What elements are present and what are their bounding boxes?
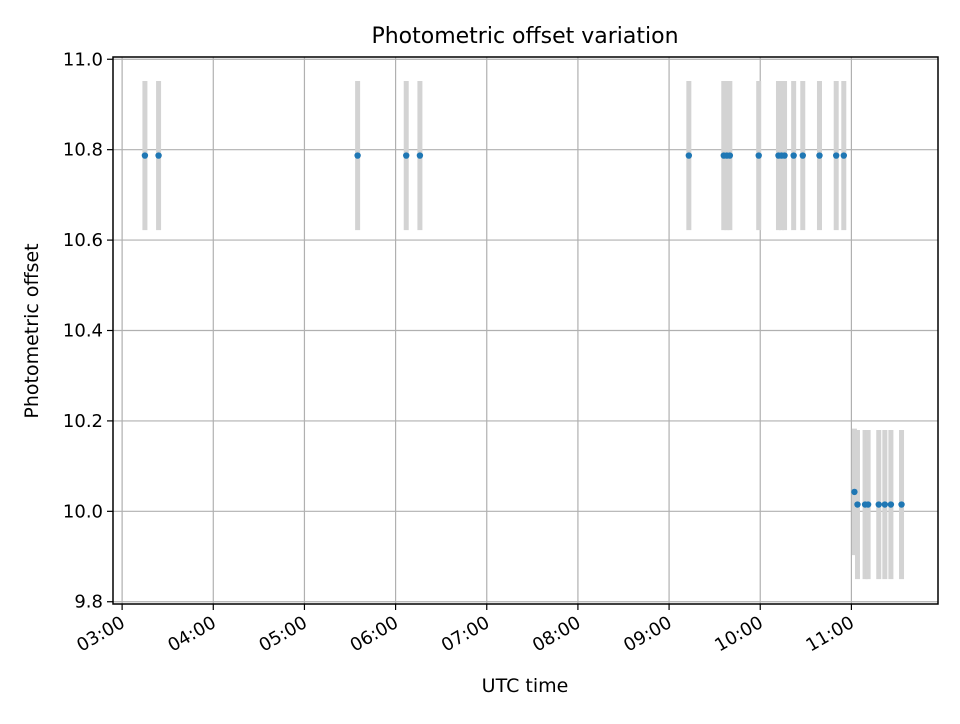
y-tick-label: 10.6 [63,230,103,251]
data-point [403,152,410,159]
x-tick-label: 09:00 [620,612,675,656]
x-tick-label: 07:00 [438,612,493,656]
y-tick-label: 10.0 [63,501,103,522]
data-point [726,152,734,159]
x-tick-label: 05:00 [256,612,311,656]
data-point [155,152,162,159]
y-tick-label: 10.4 [63,321,103,342]
data-points [141,152,905,508]
data-point [354,152,361,159]
data-point [840,152,848,159]
data-point [851,488,858,496]
data-point [854,501,861,508]
chart-title: Photometric offset variation [371,24,678,49]
data-point [790,152,797,159]
data-point [781,152,788,159]
x-tick-label: 10:00 [711,612,766,656]
data-point [141,152,149,159]
x-tick-label: 06:00 [347,612,402,656]
data-point [875,501,882,508]
grid-lines [113,57,938,604]
y-tick-label: 11.0 [63,49,103,70]
data-point [799,152,806,159]
x-axis-label: UTC time [482,675,569,697]
y-axis-label: Photometric offset [21,243,43,418]
x-tick-label: 03:00 [73,612,128,656]
data-point [755,152,762,159]
data-point [887,501,895,508]
y-tick-label: 10.8 [63,140,103,161]
data-point [864,501,872,508]
data-point [898,501,905,508]
data-point [833,152,840,159]
data-point [685,152,693,159]
plot-frame [112,56,939,605]
x-tick-label: 11:00 [802,612,857,656]
y-tick-label: 9.8 [74,592,103,613]
x-tick-label: 08:00 [529,612,584,656]
y-tick-label: 10.2 [63,411,103,432]
data-point [816,152,823,159]
data-point [416,152,424,159]
x-tick-label: 04:00 [164,612,219,656]
data-point [881,501,889,508]
axis-ticks: 03:00 04:00 05:00 06:00 07:00 08:00 09:00 10:00… [63,49,858,656]
